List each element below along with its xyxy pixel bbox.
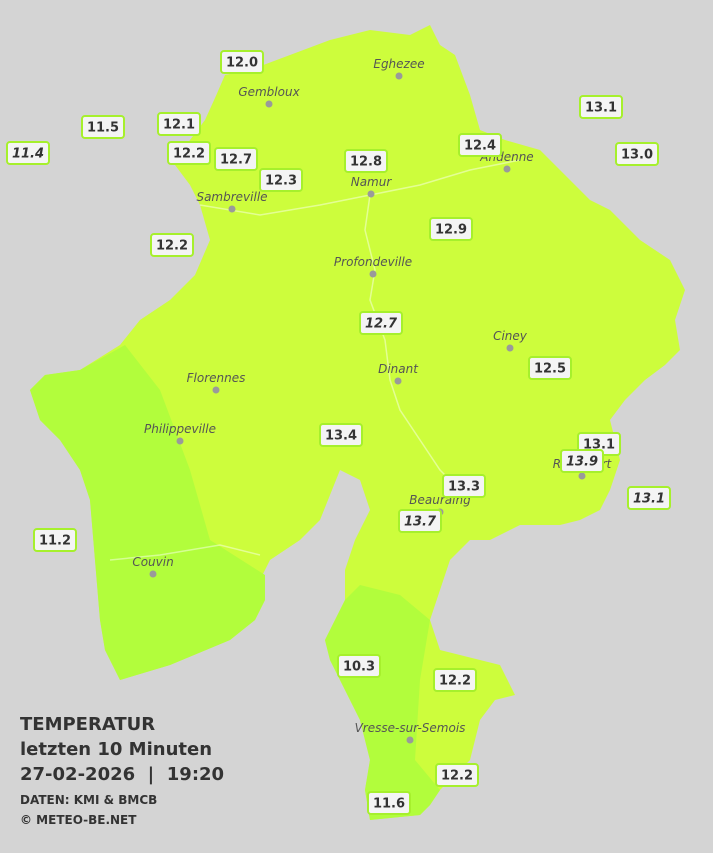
city-dot	[176, 437, 184, 445]
city-dot	[406, 736, 414, 744]
city-dot	[149, 570, 157, 578]
station-value: 12.9	[435, 223, 467, 238]
city-name: Gembloux	[238, 85, 300, 99]
city-dot	[212, 386, 220, 394]
station-value: 13.3	[448, 480, 480, 495]
station-box	[433, 668, 477, 692]
station-value: 12.7	[220, 153, 252, 168]
city-name: Profondeville	[334, 255, 412, 269]
station-box	[560, 449, 604, 473]
station-box	[6, 141, 50, 165]
station-value: 12.0	[226, 56, 258, 71]
station-value: 12.8	[350, 155, 382, 170]
city-name: Namur	[351, 175, 393, 189]
city-name: Ciney	[493, 329, 528, 343]
station-value: 10.3	[343, 660, 375, 675]
station-box	[442, 474, 486, 498]
station-box	[259, 168, 303, 192]
station-value: 13.1	[583, 438, 615, 453]
station-box	[429, 217, 473, 241]
station-box	[344, 149, 388, 173]
station-value: 13.7	[404, 515, 437, 530]
city-name: Philippeville	[144, 422, 216, 436]
city-name: Vresse-sur-Semois	[355, 721, 466, 735]
station-value: 12.2	[439, 674, 471, 689]
station-value: 13.1	[585, 101, 617, 116]
legend-copyright: © METEO-BE.NET	[20, 813, 137, 827]
station-value: 12.1	[163, 118, 195, 133]
station-value: 13.9	[566, 455, 598, 470]
station-box	[220, 50, 264, 74]
station-value: 13.4	[325, 429, 357, 444]
station-value: 12.5	[534, 362, 566, 377]
station-value: 12.4	[464, 139, 496, 154]
station-box	[33, 528, 77, 552]
station-value: 12.2	[173, 147, 205, 162]
station-value: 12.2	[441, 769, 473, 784]
station-value: 11.5	[87, 121, 119, 136]
city-dot	[367, 190, 375, 198]
city-name: Florennes	[187, 371, 246, 385]
city-dot	[395, 72, 403, 80]
station-value: 11.2	[39, 534, 71, 549]
station-box	[337, 654, 381, 678]
legend-datetime: 27-02-2026 | 19:20	[20, 764, 224, 785]
station-value: 13.0	[621, 148, 653, 163]
city-name: Couvin	[132, 555, 173, 569]
city-dot	[265, 100, 273, 108]
city-name: Dinant	[378, 362, 419, 376]
station-value: 11.6	[373, 797, 405, 812]
station-box	[579, 95, 623, 119]
station-box	[458, 133, 502, 157]
zone-cool	[325, 585, 440, 820]
station-box	[435, 763, 479, 787]
station-value: 11.4	[12, 147, 44, 162]
station-box	[615, 142, 659, 166]
station-box	[150, 233, 194, 257]
city-dot	[578, 472, 586, 480]
station-box	[167, 141, 211, 165]
city-name: Eghezee	[373, 57, 424, 71]
legend-source: DATEN: KMI & BMCB	[20, 793, 157, 807]
legend-title: TEMPERATUR	[20, 714, 155, 735]
station-value: 12.7	[365, 317, 398, 332]
station-box	[528, 356, 572, 380]
city-dot	[369, 270, 377, 278]
legend-period: letzten 10 Minuten	[20, 739, 212, 760]
station-value: 12.3	[265, 174, 297, 189]
city-dot	[506, 344, 514, 352]
station-value: 13.1	[633, 492, 665, 507]
city-name: Sambreville	[196, 190, 267, 204]
station-value: 12.2	[156, 239, 188, 254]
city-dot	[228, 205, 236, 213]
station-box	[319, 423, 363, 447]
station-box	[398, 509, 442, 533]
station-box	[81, 115, 125, 139]
station-box	[214, 147, 258, 171]
station-box	[359, 311, 403, 335]
city-dot	[503, 165, 511, 173]
zone-cool	[30, 345, 265, 680]
station-box	[627, 486, 671, 510]
station-box	[367, 791, 411, 815]
city-dot	[394, 377, 402, 385]
station-box	[157, 112, 201, 136]
